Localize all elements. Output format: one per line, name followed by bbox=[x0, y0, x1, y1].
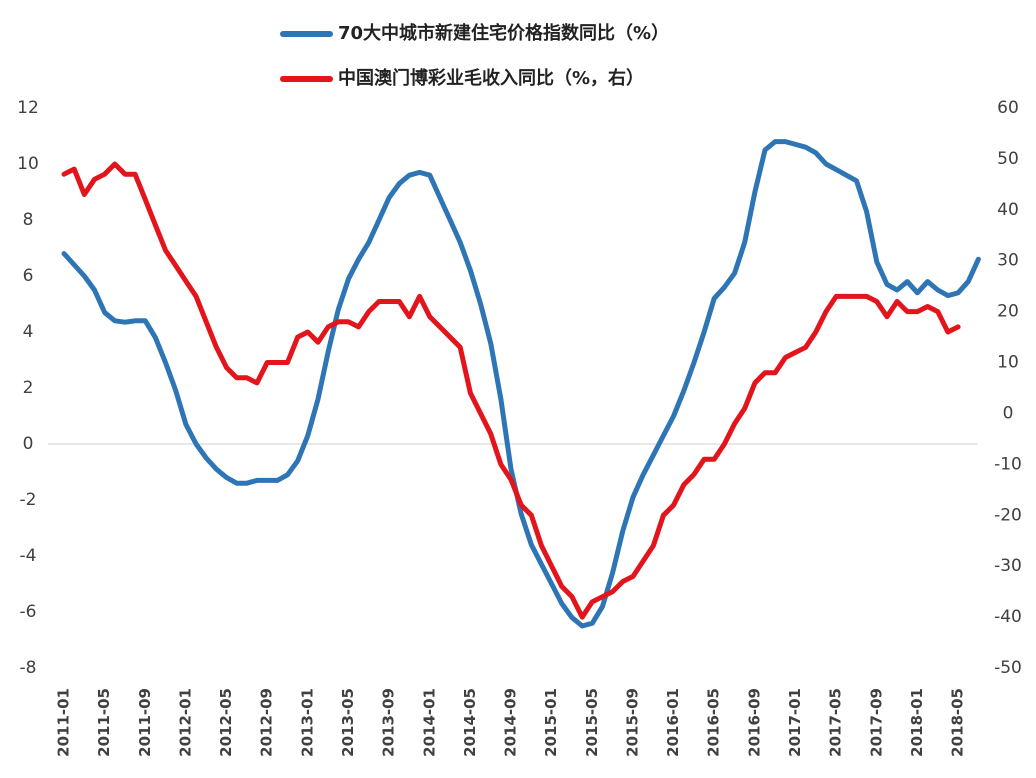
y2-tick-label: -20 bbox=[994, 505, 1022, 525]
y2-tick-label: 60 bbox=[997, 98, 1019, 118]
x-tick-label: 2014-05 bbox=[461, 688, 479, 757]
y-tick-label: 4 bbox=[23, 322, 34, 342]
y-tick-label: 12 bbox=[17, 98, 39, 118]
x-tick-label: 2011-05 bbox=[95, 688, 113, 757]
x-tick-label: 2012-09 bbox=[258, 688, 276, 757]
line-series bbox=[61, 139, 981, 629]
x-tick-label: 2018-05 bbox=[949, 688, 967, 757]
y-tick-label: 6 bbox=[23, 266, 34, 286]
legend-label: 中国澳门博彩业毛收入同比（%，右） bbox=[338, 67, 644, 89]
y-tick-label: -6 bbox=[20, 602, 37, 622]
y-tick-label: 10 bbox=[17, 154, 39, 174]
y2-tick-label: 20 bbox=[997, 302, 1019, 322]
y-tick-label: 8 bbox=[23, 210, 34, 230]
x-tick-label: 2015-05 bbox=[583, 688, 601, 757]
x-tick-label: 2016-09 bbox=[745, 688, 763, 757]
x-tick-label: 2011-09 bbox=[136, 688, 154, 757]
x-tick-label: 2011-01 bbox=[55, 688, 73, 757]
y-tick-label: -2 bbox=[20, 490, 37, 510]
x-tick-label: 2013-09 bbox=[380, 688, 398, 757]
x-tick-label: 2018-01 bbox=[908, 688, 926, 757]
y2-tick-label: -30 bbox=[994, 556, 1022, 576]
y-tick-label: -4 bbox=[20, 546, 37, 566]
y2-tick-label: -50 bbox=[994, 658, 1022, 678]
x-tick-label: 2013-05 bbox=[339, 688, 357, 757]
y2-tick-label: 0 bbox=[1003, 403, 1014, 423]
line-series bbox=[61, 161, 961, 620]
x-tick-label: 2015-09 bbox=[623, 688, 641, 757]
y2-tick-label: -10 bbox=[994, 454, 1022, 474]
y2-tick-label: 10 bbox=[997, 353, 1019, 373]
x-tick-label: 2014-01 bbox=[420, 688, 438, 757]
y2-tick-label: 40 bbox=[997, 200, 1019, 220]
y2-tick-label: 30 bbox=[997, 251, 1019, 271]
y-tick-label: 2 bbox=[23, 378, 34, 398]
legend-label: 70大中城市新建住宅价格指数同比（%） bbox=[338, 22, 669, 44]
y-tick-label: 0 bbox=[23, 434, 34, 454]
x-tick-label: 2015-01 bbox=[542, 688, 560, 757]
x-tick-label: 2017-05 bbox=[827, 688, 845, 757]
x-tick-label: 2017-01 bbox=[786, 688, 804, 757]
x-tick-label: 2017-09 bbox=[867, 688, 885, 757]
x-tick-label: 2014-09 bbox=[502, 688, 520, 757]
y2-tick-label: 50 bbox=[997, 149, 1019, 169]
y-tick-label: -8 bbox=[20, 658, 37, 678]
x-tick-label: 2012-05 bbox=[217, 688, 235, 757]
y2-tick-label: -40 bbox=[994, 607, 1022, 627]
x-tick-label: 2013-01 bbox=[298, 688, 316, 757]
x-tick-label: 2012-01 bbox=[176, 688, 194, 757]
x-tick-label: 2016-05 bbox=[705, 688, 723, 757]
x-tick-label: 2016-01 bbox=[664, 688, 682, 757]
